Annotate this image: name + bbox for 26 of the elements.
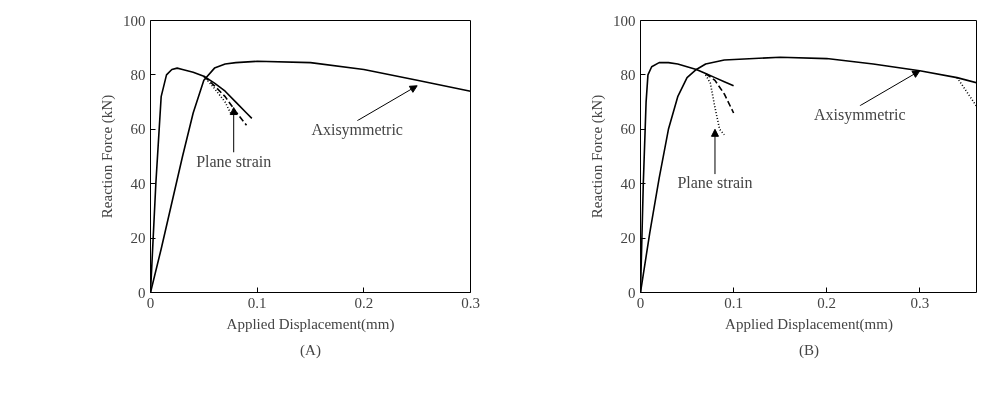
x-tick-label: 0.1	[724, 294, 743, 311]
x-tick-label: 0.3	[461, 294, 480, 311]
y-tick-label: 100	[123, 12, 146, 29]
y-tick-label: 80	[130, 66, 146, 83]
text: (A)	[300, 341, 321, 359]
x-tick-label: 0.3	[910, 294, 930, 311]
y-axis-title: Reaction Force (kN)	[99, 94, 116, 219]
x-axis-title: Applied Displacement(mm)	[226, 315, 395, 333]
y-tick-label: 20	[130, 230, 146, 247]
y-tick-label: 40	[620, 175, 636, 192]
x-tick-label: 0.2	[354, 294, 374, 311]
annotation: Plane strain	[677, 174, 753, 192]
annotation: Axisymmetric	[814, 105, 906, 124]
y-tick-label: 60	[620, 121, 636, 138]
x-tick-label: 0.1	[247, 294, 267, 311]
y-tick-label: 100	[613, 12, 636, 29]
annotation: Plane strain	[196, 152, 272, 170]
text: (B)	[799, 341, 819, 359]
y-tick-label: 60	[130, 121, 146, 138]
y-tick-label: 80	[620, 66, 636, 83]
x-axis-title: Applied Displacement(mm)	[725, 315, 893, 333]
annotation: Axisymmetric	[311, 120, 403, 139]
x-tick-label: 0.2	[817, 294, 837, 311]
y-axis-title: Reaction Force (kN)	[589, 94, 606, 219]
y-tick-label: 20	[620, 230, 636, 247]
y-tick-label: 40	[130, 175, 146, 192]
